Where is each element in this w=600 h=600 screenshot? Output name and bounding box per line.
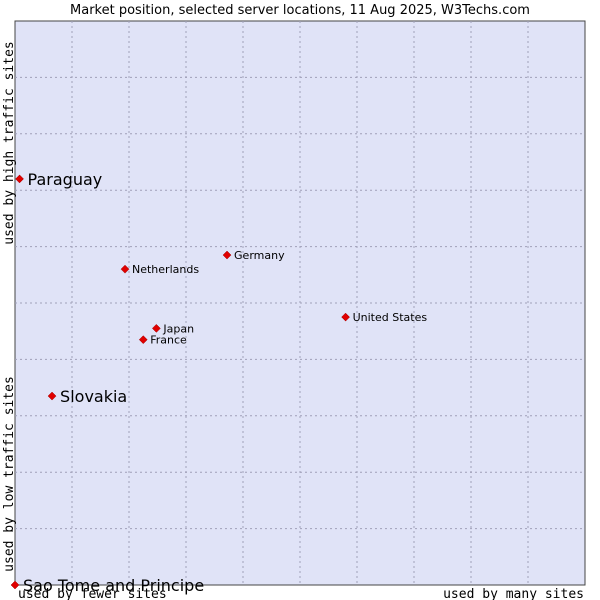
data-point-label: Slovakia: [60, 387, 127, 406]
data-point-marker: [138, 335, 148, 345]
chart-title: Market position, selected server locatio…: [70, 3, 530, 18]
data-point-label: Netherlands: [132, 263, 199, 276]
data-point-label: Germany: [234, 249, 285, 262]
data-point-label: United States: [353, 311, 428, 324]
data-point-marker: [341, 312, 350, 322]
data-point-marker: [152, 324, 161, 333]
data-point-label: Sao Tome and Principe: [23, 576, 204, 595]
x-axis-label-low: used by fewer sites: [18, 587, 167, 600]
data-points: Paraguay Netherlands Germany United States J…: [10, 170, 428, 595]
x-axis-label-high: used by many sites: [443, 587, 584, 600]
data-point-label: Paraguay: [28, 170, 103, 189]
data-point-label: France: [150, 334, 187, 347]
data-point-marker: [10, 580, 20, 590]
y-axis-label-high: used by high traffic sites: [2, 41, 17, 245]
data-point-label: Japan: [162, 322, 194, 335]
data-point-marker: [222, 250, 232, 260]
grid: [15, 21, 585, 585]
data-point-marker: [47, 391, 57, 401]
y-axis-label-low: used by low traffic sites: [2, 376, 17, 572]
data-point-marker: [120, 264, 130, 274]
data-point-marker: [15, 174, 24, 184]
